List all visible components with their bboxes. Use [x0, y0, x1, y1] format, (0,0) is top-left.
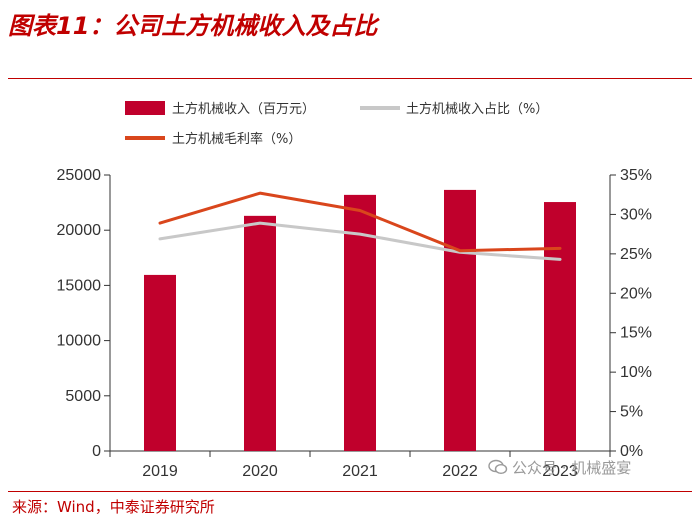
y-left-tick-label: 20000 — [57, 222, 102, 239]
legend-label: 土方机械收入（百万元） — [172, 101, 315, 117]
legend-label: 土方机械毛利率（%） — [172, 131, 301, 147]
chart-area: 0 5000 10000 15000 20000 25000 0% 5% 10% 15% 20% 25… — [57, 101, 652, 480]
x-tick-label: 2021 — [342, 463, 378, 480]
title-divider — [8, 78, 692, 79]
y-left-tick-label: 15000 — [57, 277, 102, 294]
x-tick-label: 2023 — [542, 463, 578, 480]
y-left-tick-label: 10000 — [57, 333, 102, 350]
y-left-tick-label: 0 — [92, 443, 101, 460]
y-right-tick-label: 15% — [620, 325, 652, 342]
bar — [444, 189, 476, 452]
legend-swatch-bar — [125, 101, 165, 115]
y-right-tick-label: 25% — [620, 246, 652, 263]
y-right-tick-label: 20% — [620, 285, 652, 302]
y-right-tick-label: 30% — [620, 206, 652, 223]
x-tick-label: 2019 — [142, 463, 178, 480]
y-right-tick-label: 5% — [620, 404, 643, 421]
bar — [244, 215, 276, 451]
y-left-tick-label: 5000 — [65, 388, 101, 405]
y-right-tick-label: 10% — [620, 364, 652, 381]
y-right-tick-label: 35% — [620, 167, 652, 184]
watermark: 公众号 · 机械盛宴 — [488, 457, 631, 478]
y-left-tick-label: 25000 — [57, 167, 102, 184]
x-tick-label: 2020 — [242, 463, 278, 480]
source-divider — [8, 491, 692, 492]
gross-margin-line — [158, 191, 562, 253]
x-tick-label: 2022 — [442, 463, 478, 480]
watermark-text: 公众号 · 机械盛宴 — [512, 459, 632, 477]
y-right-tick-label: 0% — [620, 443, 643, 460]
bar — [544, 202, 576, 451]
figure-title: 图表11：公司土方机械收入及占比 — [8, 12, 378, 40]
legend-label: 土方机械收入占比（%） — [406, 101, 548, 117]
bar — [144, 274, 176, 451]
source-note: 来源：Wind，中泰证券研究所 — [12, 498, 215, 516]
share-line — [158, 221, 562, 261]
wechat-icon — [488, 459, 508, 475]
